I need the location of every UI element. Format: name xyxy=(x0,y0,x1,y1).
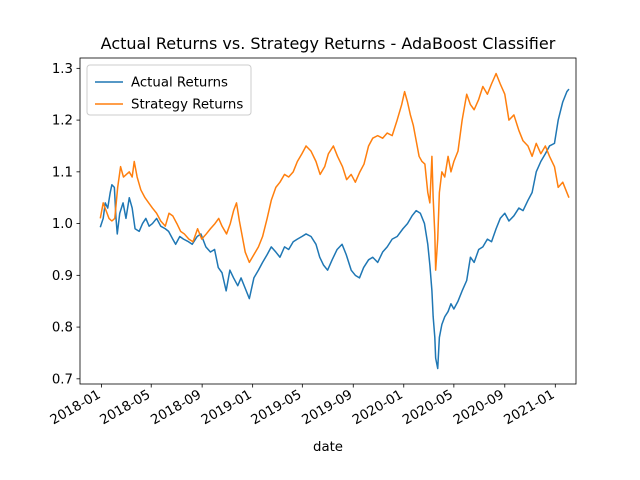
y-tick-label: 1.1 xyxy=(52,165,73,180)
y-tick-label: 0.8 xyxy=(52,321,73,336)
legend-label: Strategy Returns xyxy=(131,98,243,113)
series-layer xyxy=(99,72,570,370)
x-tick-label: 2020-09 xyxy=(451,387,507,428)
y-tick-label: 1.3 xyxy=(52,62,73,77)
chart-title: Actual Returns vs. Strategy Returns - Ad… xyxy=(101,34,556,53)
legend: Actual Returns Strategy Returns xyxy=(86,64,252,116)
x-tick-label: 2021-01 xyxy=(502,387,558,428)
y-tick-label: 0.9 xyxy=(52,269,73,284)
series-line-actual-returns xyxy=(99,88,570,370)
y-tick-label: 1.2 xyxy=(52,114,73,129)
legend-label: Actual Returns xyxy=(131,76,228,91)
x-axis-label: date xyxy=(313,440,343,455)
x-tick-label: 2018-05 xyxy=(98,387,154,428)
x-tick-label: 2018-09 xyxy=(149,387,205,428)
legend-box xyxy=(86,64,252,116)
x-tick-label: 2020-05 xyxy=(400,387,456,428)
x-tick-label: 2019-05 xyxy=(249,387,305,428)
y-tick-label: 0.7 xyxy=(52,372,73,387)
x-tick-label: 2019-09 xyxy=(300,387,356,428)
x-tick-label: 2019-01 xyxy=(199,387,255,428)
x-tick-label: 2018-01 xyxy=(48,387,104,428)
y-tick-label: 1.0 xyxy=(52,217,73,232)
series-line-strategy-returns xyxy=(99,72,570,271)
plot-frame xyxy=(79,57,577,385)
x-tick-label: 2020-01 xyxy=(350,387,406,428)
